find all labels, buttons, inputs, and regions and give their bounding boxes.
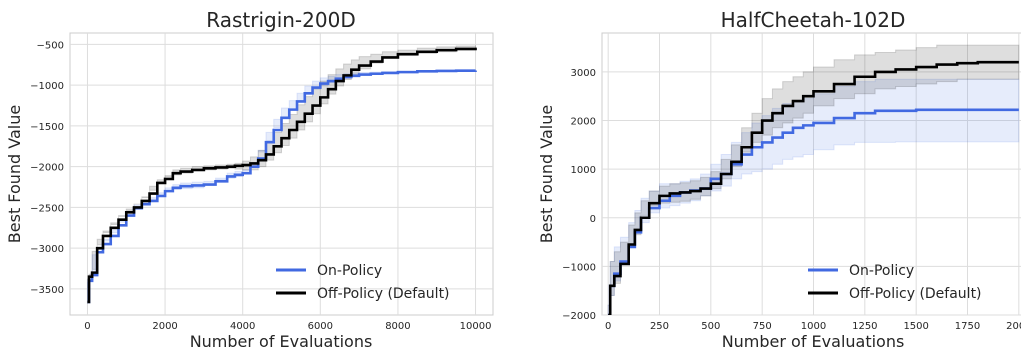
y-tick-label: −2500 — [30, 203, 64, 214]
x-tick-label: 0 — [84, 321, 90, 332]
line-off-policy-default-halfcheetah — [608, 60, 1019, 315]
band-on-policy-halfcheetah — [607, 78, 1020, 315]
y-tick-label: −1500 — [30, 122, 64, 133]
y-tick-label: −3500 — [30, 285, 64, 296]
legend-label-on-policy-rastrigin: On-Policy — [317, 263, 382, 279]
legend-rastrigin: On-Policy Off-Policy (Default) — [276, 263, 450, 302]
y-tick-label: −2000 — [562, 311, 596, 322]
grid-rastrigin — [70, 33, 493, 315]
x-tick-label: 4000 — [230, 321, 255, 332]
y-tick-label: −3000 — [30, 244, 64, 255]
x-tick-label: 1500 — [903, 321, 928, 332]
chart-halfcheetah: 0 250 500 750 1000 1250 1500 1750 2000 −2000 −100… — [537, 8, 1021, 351]
legend-halfcheetah: On-Policy Off-Policy (Default) — [808, 263, 982, 302]
grid-halfcheetah — [602, 33, 1021, 316]
lines-halfcheetah — [608, 60, 1019, 315]
plot-area-rastrigin — [69, 32, 494, 316]
y-tick-label: 2000 — [571, 117, 596, 128]
x-tick-label: 750 — [753, 321, 772, 332]
x-tick-label: 250 — [650, 321, 669, 332]
legend-label-off-policy-rastrigin: Off-Policy (Default) — [317, 286, 450, 302]
y-tick-label: 1000 — [571, 165, 596, 176]
y-tick-label: −500 — [37, 40, 64, 51]
x-tick-label: 8000 — [385, 321, 410, 332]
line-off-policy-default-rastrigin — [87, 47, 477, 304]
x-tick-label: 10000 — [460, 321, 492, 332]
y-tick-label: 0 — [590, 214, 596, 225]
y-tick-label: −1000 — [562, 262, 596, 273]
chart-rastrigin: 0 2000 4000 6000 8000 10000 −3500 −3000 −2500 −2… — [5, 8, 494, 351]
x-tick-label: 6000 — [308, 321, 333, 332]
chart-title-halfcheetah: HalfCheetah-102D — [721, 8, 906, 32]
bands-halfcheetah — [607, 44, 1020, 315]
band-off-policy-default-halfcheetah — [607, 44, 1020, 315]
y-tick-label: −1000 — [30, 81, 64, 92]
x-ticks-rastrigin: 0 2000 4000 6000 8000 10000 — [84, 321, 491, 332]
y-ticks-rastrigin: −3500 −3000 −2500 −2000 −1500 −1000 −500 — [30, 40, 64, 296]
y-tick-label: 3000 — [571, 68, 596, 79]
x-tick-label: 1750 — [955, 321, 980, 332]
x-tick-label: 2000 — [1006, 321, 1021, 332]
x-tick-label: 1000 — [801, 321, 826, 332]
x-axis-label-halfcheetah: Number of Evaluations — [722, 332, 905, 351]
lines-rastrigin — [87, 47, 477, 304]
x-tick-label: 0 — [605, 321, 611, 332]
x-tick-label: 500 — [701, 321, 720, 332]
chart-title-rastrigin: Rastrigin-200D — [206, 8, 355, 32]
legend-label-on-policy-halfcheetah: On-Policy — [849, 263, 914, 279]
x-axis-label-rastrigin: Number of Evaluations — [190, 332, 373, 351]
y-ticks-halfcheetah: −2000 −1000 0 1000 2000 3000 — [562, 68, 596, 322]
y-tick-label: −2000 — [30, 163, 64, 174]
x-tick-label: 2000 — [152, 321, 177, 332]
x-ticks-halfcheetah: 0 250 500 750 1000 1250 1500 1750 2000 — [605, 321, 1021, 332]
x-tick-label: 1250 — [852, 321, 877, 332]
plot-area-halfcheetah — [601, 32, 1021, 316]
y-axis-label-halfcheetah: Best Found Value — [537, 105, 556, 243]
y-axis-label-rastrigin: Best Found Value — [5, 105, 24, 243]
legend-label-off-policy-halfcheetah: Off-Policy (Default) — [849, 286, 982, 302]
